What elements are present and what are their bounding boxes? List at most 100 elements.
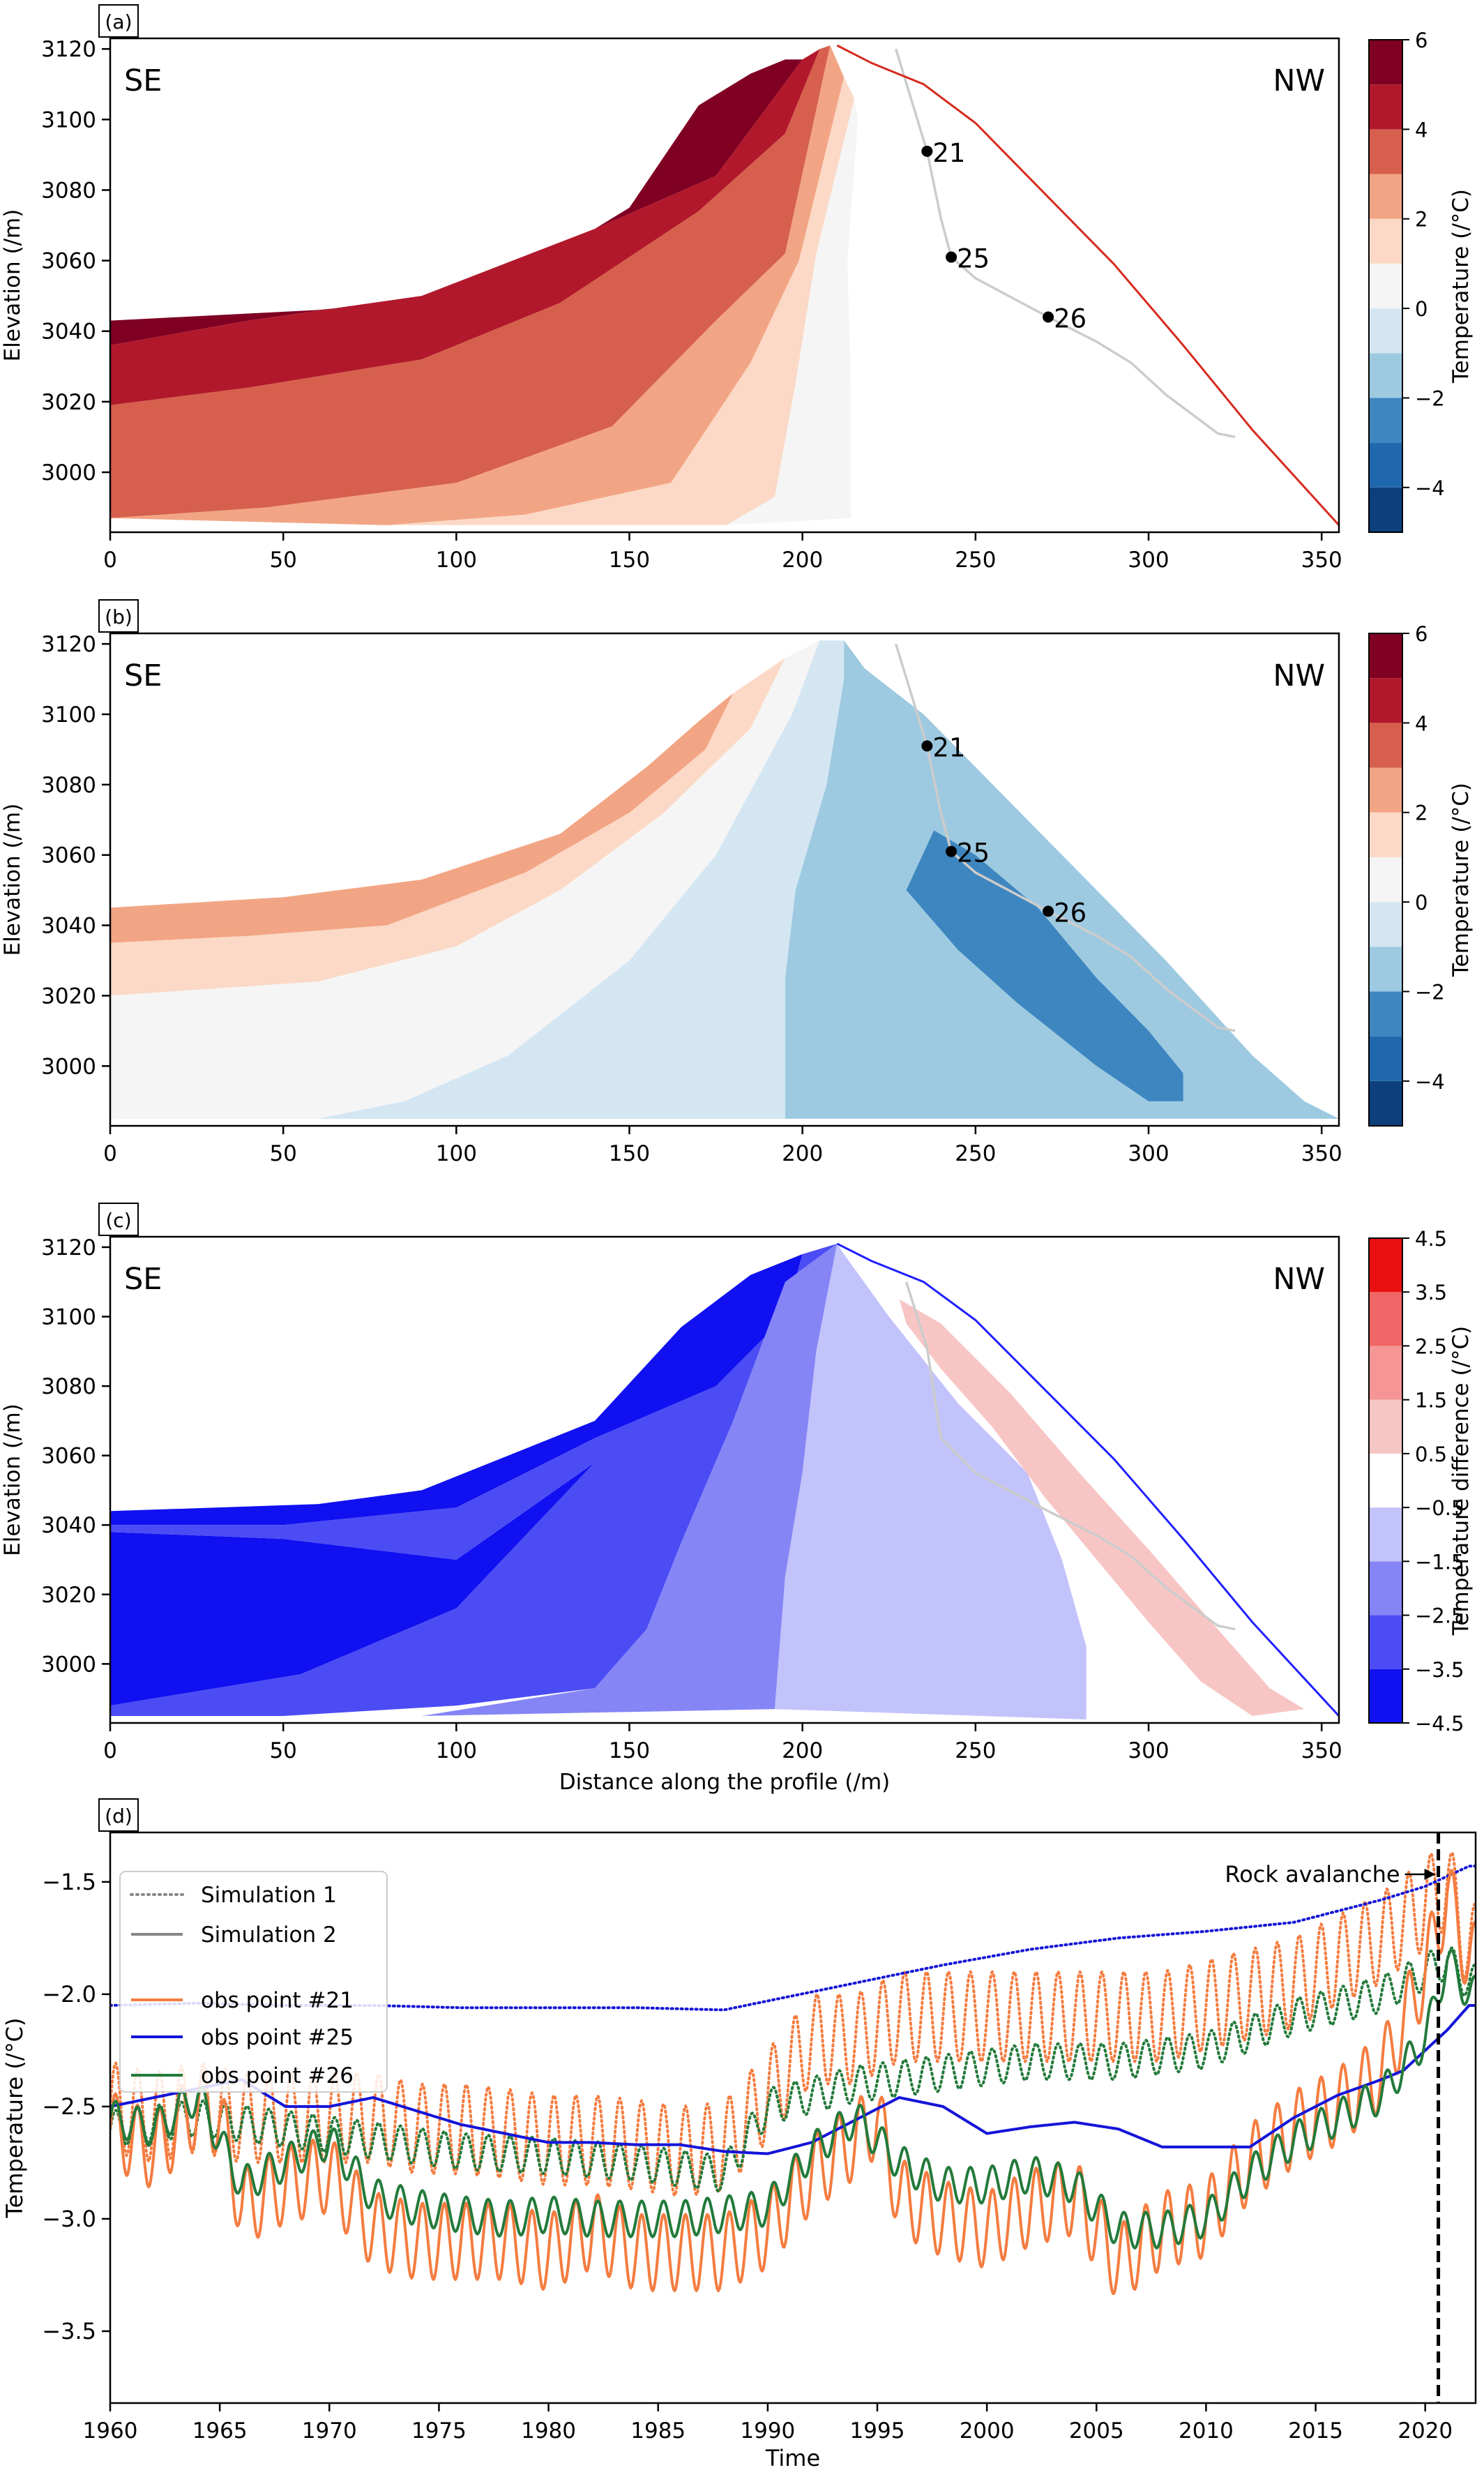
contour-band bbox=[775, 1244, 1086, 1719]
contour-band bbox=[110, 45, 831, 518]
contour-band bbox=[110, 1244, 838, 1716]
plot-area: 21 25 26 bbox=[110, 640, 1339, 1119]
y-tick-label: 3000 bbox=[41, 460, 96, 485]
y-tick-label: 3060 bbox=[41, 249, 96, 274]
colorbar-swatch bbox=[1369, 1453, 1402, 1508]
panel-label: (b) bbox=[105, 605, 132, 628]
surface-line bbox=[836, 1242, 1339, 1717]
x-tick-label: 1980 bbox=[521, 2418, 576, 2444]
x-tick-label: 100 bbox=[436, 1141, 477, 1166]
obs-point-marker bbox=[1043, 311, 1054, 323]
colorbar-swatch bbox=[1369, 40, 1402, 85]
legend-entry: obs point #21 bbox=[201, 1988, 354, 2013]
legend-entry: Simulation 2 bbox=[201, 1922, 337, 1948]
colorbar-tick-label: 2 bbox=[1415, 801, 1428, 825]
contour-band bbox=[110, 1462, 595, 1706]
x-tick-label: 50 bbox=[269, 548, 296, 573]
colorbar-swatch bbox=[1369, 487, 1402, 532]
y-tick-label: 3080 bbox=[41, 1374, 96, 1399]
contour-band bbox=[110, 658, 785, 996]
colorbar-swatch bbox=[1369, 723, 1402, 768]
contour-band bbox=[899, 1299, 1305, 1716]
colorbar-tick-label: −2.5 bbox=[1415, 1604, 1464, 1628]
colorbar-swatch bbox=[1369, 1036, 1402, 1081]
obs-point-label: 25 bbox=[957, 244, 990, 274]
obs-point-label: 25 bbox=[957, 838, 990, 868]
y-axis-label: Elevation (/m) bbox=[0, 209, 25, 362]
colorbar-tick-label: −4 bbox=[1415, 476, 1445, 500]
x-tick-label: 250 bbox=[955, 548, 996, 573]
colorbar-swatch bbox=[1369, 1669, 1402, 1723]
y-tick-label: −2.5 bbox=[42, 2093, 96, 2120]
x-tick-label: 150 bbox=[609, 1738, 650, 1763]
obs-point-marker bbox=[921, 145, 933, 157]
colorbar-swatch bbox=[1369, 902, 1402, 947]
x-axis-label: Time bbox=[765, 2445, 820, 2471]
colorbar-swatch bbox=[1369, 1292, 1402, 1346]
x-tick-label: 1990 bbox=[740, 2418, 795, 2444]
series-line bbox=[110, 1946, 1476, 2193]
colorbar-tick-label: −1.5 bbox=[1415, 1550, 1464, 1574]
x-tick-label: 1985 bbox=[630, 2418, 686, 2444]
colorbar-swatch bbox=[1369, 442, 1402, 488]
y-tick-label: 3100 bbox=[41, 1305, 96, 1330]
y-tick-label: 3000 bbox=[41, 1054, 96, 1079]
obs-point-label: 21 bbox=[932, 138, 965, 168]
side-label-nw: NW bbox=[1273, 63, 1325, 98]
colorbar-tick-label: −2 bbox=[1415, 386, 1445, 410]
colorbar-swatch bbox=[1369, 1346, 1402, 1400]
panel-label: (c) bbox=[105, 1209, 131, 1232]
series-line bbox=[110, 1851, 1476, 2197]
y-tick-label: 3020 bbox=[41, 984, 96, 1009]
y-tick-label: 3020 bbox=[41, 1583, 96, 1608]
series-line bbox=[110, 2004, 1476, 2155]
obs-point-marker bbox=[946, 845, 957, 857]
contour-band bbox=[906, 830, 1183, 1101]
x-tick-label: 1970 bbox=[302, 2418, 357, 2444]
x-tick-label: 1995 bbox=[850, 2418, 905, 2444]
obs-point-label: 21 bbox=[932, 732, 965, 762]
x-tick-label: 250 bbox=[955, 1141, 996, 1166]
colorbar-swatch bbox=[1369, 1615, 1402, 1669]
x-axis-label: Distance along the profile (/m) bbox=[559, 1770, 891, 1795]
contour-band bbox=[110, 693, 734, 943]
legend-entry: Simulation 1 bbox=[201, 1883, 337, 1908]
contour-band bbox=[110, 640, 820, 1119]
y-tick-label: 3060 bbox=[41, 1444, 96, 1469]
colorbar-tick-label: 6 bbox=[1415, 29, 1428, 52]
y-axis-label: Elevation (/m) bbox=[0, 1403, 25, 1556]
y-tick-label: 3080 bbox=[41, 773, 96, 798]
x-tick-label: 2005 bbox=[1069, 2418, 1124, 2444]
contour-band bbox=[421, 1244, 838, 1716]
colorbar-swatch bbox=[1369, 129, 1402, 174]
contour-band bbox=[110, 49, 820, 405]
y-tick-label: 3080 bbox=[41, 178, 96, 203]
y-tick-label: 3060 bbox=[41, 843, 96, 868]
x-tick-label: 1960 bbox=[83, 2418, 138, 2444]
annotation-label: Rock avalanche bbox=[1225, 1861, 1400, 1888]
colorbar-tick-label: 0.5 bbox=[1415, 1443, 1447, 1466]
side-label-se: SE bbox=[124, 63, 162, 98]
plot-area: 21 25 26 bbox=[110, 44, 1339, 526]
y-tick-label: −3.5 bbox=[42, 2318, 96, 2344]
y-tick-label: 3020 bbox=[41, 390, 96, 415]
x-tick-label: 1975 bbox=[411, 2418, 467, 2444]
profile-trace-line bbox=[895, 48, 1236, 439]
surface-line bbox=[836, 44, 1339, 526]
colorbar-label: Temperature difference (/°C) bbox=[1448, 1326, 1474, 1636]
colorbar-tick-label: 2 bbox=[1415, 208, 1428, 232]
plot-frame bbox=[109, 1831, 1477, 2404]
contour-band bbox=[110, 45, 845, 525]
plot-frame bbox=[109, 1235, 1340, 1724]
colorbar-tick-label: 4.5 bbox=[1415, 1227, 1447, 1251]
y-tick-label: 3120 bbox=[41, 1235, 96, 1260]
colorbar-tick-label: 3.5 bbox=[1415, 1281, 1447, 1304]
x-tick-label: 2015 bbox=[1288, 2418, 1343, 2444]
colorbar-tick-label: 2.5 bbox=[1415, 1334, 1447, 1358]
colorbar-tick-label: −2 bbox=[1415, 980, 1445, 1004]
plot-area bbox=[110, 1242, 1339, 1719]
profile-trace-line bbox=[904, 1281, 1236, 1631]
plot-area bbox=[110, 1832, 1476, 2403]
colorbar-tick-label: −3.5 bbox=[1415, 1658, 1464, 1682]
colorbar-tick-label: 1.5 bbox=[1415, 1389, 1447, 1413]
